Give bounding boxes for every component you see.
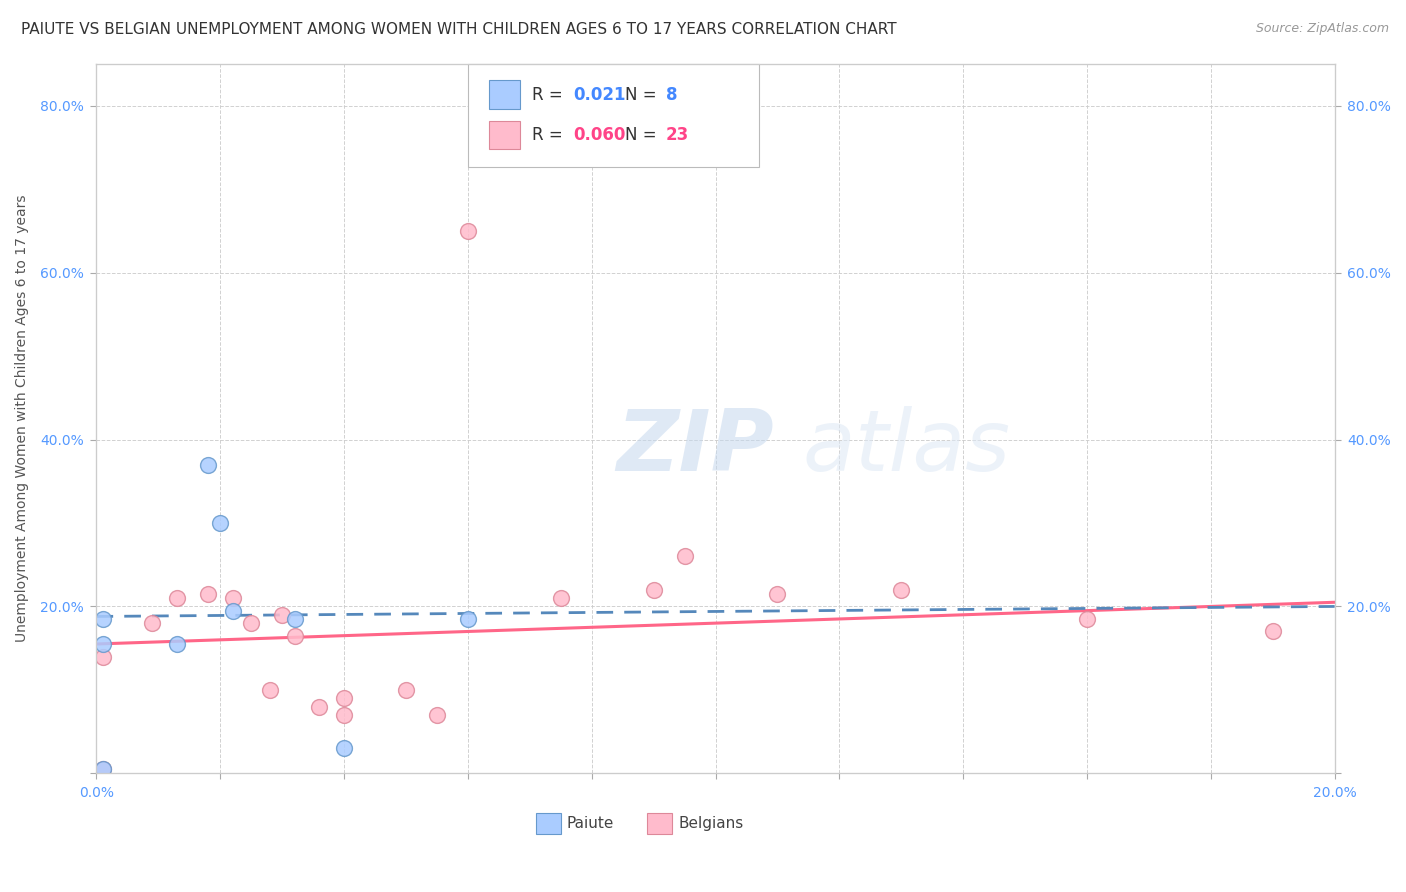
Text: PAIUTE VS BELGIAN UNEMPLOYMENT AMONG WOMEN WITH CHILDREN AGES 6 TO 17 YEARS CORR: PAIUTE VS BELGIAN UNEMPLOYMENT AMONG WOM… [21,22,897,37]
Point [1076,612,1098,626]
FancyBboxPatch shape [468,64,759,167]
Point [221,604,243,618]
Point [426,707,449,722]
Point [209,516,232,530]
Point [259,682,281,697]
FancyBboxPatch shape [647,813,672,834]
Point [284,612,307,626]
Point [333,707,356,722]
Text: R =: R = [533,126,568,144]
Point [166,591,188,606]
Point [890,582,912,597]
Text: N =: N = [626,86,662,103]
FancyBboxPatch shape [489,80,520,109]
Point [91,762,114,776]
Text: atlas: atlas [803,406,1011,489]
Point [457,224,479,238]
Text: 0.060: 0.060 [574,126,626,144]
Text: Paiute: Paiute [567,816,614,831]
Text: Belgians: Belgians [679,816,744,831]
Point [271,607,294,622]
Point [766,587,789,601]
Point [91,637,114,651]
Text: 8: 8 [666,86,678,103]
FancyBboxPatch shape [489,120,520,149]
Point [284,629,307,643]
Point [550,591,572,606]
Point [197,458,219,472]
Point [141,616,163,631]
Point [333,741,356,756]
Point [333,691,356,706]
Point [91,649,114,664]
Point [221,591,243,606]
Text: 0.021: 0.021 [574,86,626,103]
Point [643,582,665,597]
Point [395,682,418,697]
Text: 23: 23 [666,126,689,144]
Point [91,762,114,776]
Point [308,699,330,714]
Point [197,587,219,601]
Point [673,549,696,564]
Text: Source: ZipAtlas.com: Source: ZipAtlas.com [1256,22,1389,36]
FancyBboxPatch shape [536,813,561,834]
Point [240,616,263,631]
Point [91,612,114,626]
Point [166,637,188,651]
Point [457,612,479,626]
Point [1261,624,1284,639]
Y-axis label: Unemployment Among Women with Children Ages 6 to 17 years: Unemployment Among Women with Children A… [15,195,30,642]
Text: R =: R = [533,86,568,103]
Text: N =: N = [626,126,662,144]
Text: ZIP: ZIP [616,406,775,489]
